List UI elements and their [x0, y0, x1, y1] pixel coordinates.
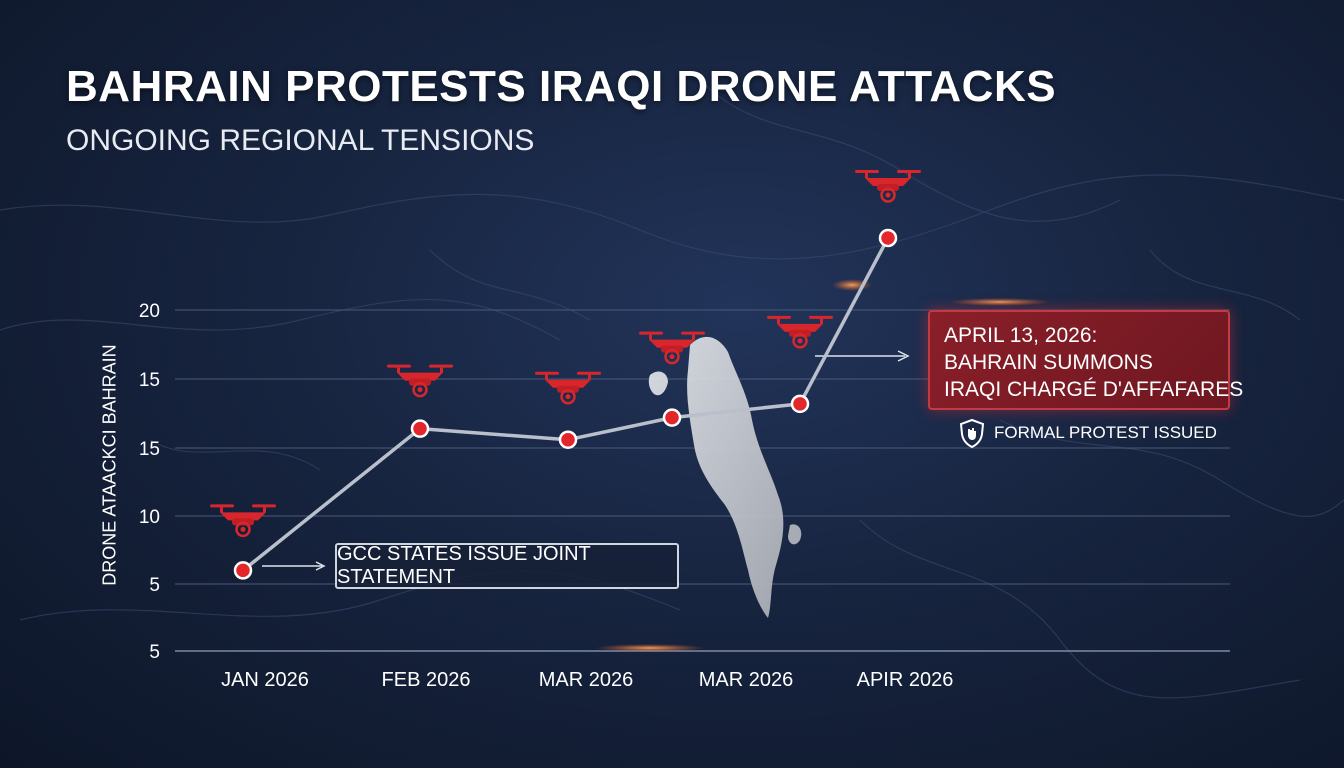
annotation-line-2: BAHRAIN SUMMONS — [944, 351, 1153, 374]
protest-text: FORMAL PROTEST ISSUED — [994, 423, 1217, 442]
bahrain-map-icon — [648, 336, 802, 618]
page-title: BAHRAIN PROTESTS IRAQI DRONE ATTACKS — [66, 62, 1057, 111]
x-tick-label: APIR 2026 — [857, 669, 954, 691]
series-line — [241, 237, 890, 572]
y-tick-label: 10 — [139, 507, 160, 528]
gcc-arrowhead — [315, 561, 326, 571]
glow-highlight — [595, 644, 705, 652]
annotation-line-3: IRAQI CHARGÉ D'AFFAFARES — [944, 378, 1244, 401]
drone-icon — [208, 503, 278, 538]
y-tick-labels: 20 15 15 10 5 5 — [139, 301, 160, 663]
glow-highlight — [950, 298, 1050, 306]
bahrain-arrowhead — [897, 350, 910, 362]
shield-fist-icon — [959, 418, 985, 448]
data-point — [558, 430, 578, 449]
drone-icons — [208, 168, 923, 538]
data-point — [233, 561, 253, 580]
data-point — [878, 228, 898, 248]
data-point — [410, 419, 430, 438]
annotation-bahrain-summons: APRIL 13, 2026: BAHRAIN SUMMONS IRAQI CH… — [928, 310, 1244, 410]
x-tick-label: MAR 2026 — [539, 669, 634, 691]
y-tick-label: 5 — [149, 642, 160, 663]
y-tick-label: 15 — [139, 370, 160, 391]
protest-badge: FORMAL PROTEST ISSUED — [958, 418, 1217, 448]
drone-icon — [765, 314, 835, 349]
x-tick-label: JAN 2026 — [221, 669, 309, 691]
data-point — [662, 408, 682, 427]
page-subtitle: ONGOING REGIONAL TENSIONS — [66, 124, 535, 157]
x-tick-label: FEB 2026 — [382, 669, 471, 691]
annotation-gcc-statement: GCC STATES ISSUE JOINT STATEMENT — [335, 543, 679, 589]
annotation-gcc-text: GCC STATES ISSUE JOINT STATEMENT — [337, 543, 591, 588]
data-markers — [233, 228, 898, 580]
drone-icon — [385, 363, 455, 398]
annotation-date: APRIL 13, 2026: — [944, 324, 1098, 347]
drone-icon — [533, 370, 603, 405]
y-axis-label: DRONE ATAACKCI BAHRAIN — [99, 344, 120, 586]
callout-arrows — [262, 350, 910, 571]
y-tick-label: 15 — [139, 439, 160, 460]
x-tick-label: MAR 2026 — [699, 669, 794, 691]
x-tick-labels: JAN 2026 FEB 2026 MAR 2026 MAR 2026 APIR 202… — [221, 669, 953, 691]
data-point — [790, 394, 810, 414]
drone-icon — [853, 168, 923, 203]
y-tick-label: 20 — [139, 301, 160, 322]
y-tick-label: 5 — [149, 575, 160, 596]
